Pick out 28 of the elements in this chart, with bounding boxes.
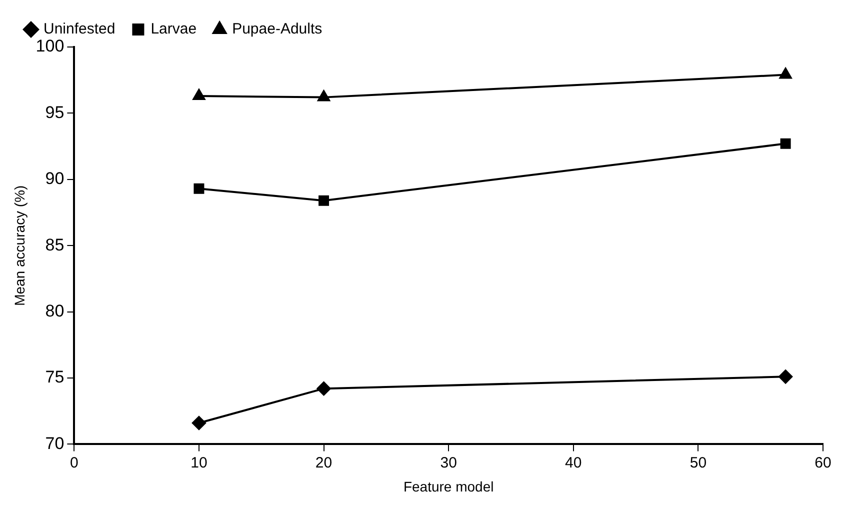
legend-label: Pupae-Adults [232, 20, 322, 38]
x-tick-label: 10 [190, 454, 208, 472]
y-tick-label: 80 [45, 301, 64, 320]
y-tick-label: 85 [45, 235, 64, 254]
y-tick-label: 90 [45, 169, 64, 188]
point [316, 382, 331, 396]
point [778, 370, 793, 384]
y-tick-label: 75 [45, 368, 64, 387]
point [780, 138, 791, 149]
point [194, 183, 204, 194]
y-tick-label: 95 [45, 102, 64, 122]
point [192, 416, 206, 430]
y-tick-label: 100 [36, 36, 64, 56]
x-tick-label: 40 [565, 454, 582, 472]
y-axis-title: Mean accuracy (%) [11, 185, 28, 306]
x-tick-label: 0 [70, 454, 78, 472]
x-tick-label: 60 [814, 454, 832, 472]
point [779, 68, 792, 79]
y-tick-label: 70 [45, 434, 64, 453]
point [318, 195, 330, 206]
point [318, 90, 330, 102]
x-tick-label: 50 [690, 454, 707, 472]
x-axis-title: Feature model [403, 478, 494, 494]
x-tick-label: 30 [440, 454, 457, 472]
x-tick-label: 20 [315, 454, 332, 472]
point [192, 88, 206, 100]
legend-label: Uninfested [44, 20, 116, 38]
legend-label: Larvae [150, 20, 197, 38]
